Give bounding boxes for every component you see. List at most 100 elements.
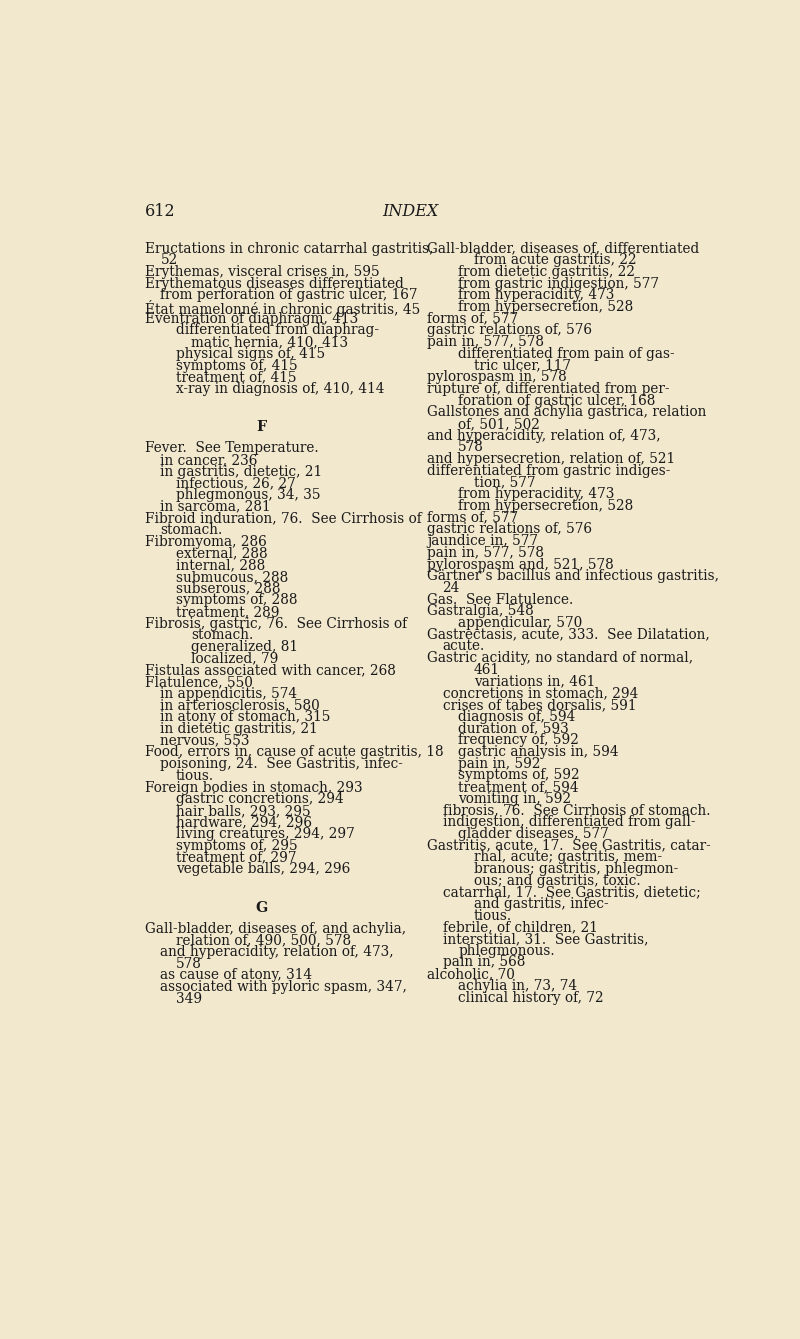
Text: gastric relations of, 576: gastric relations of, 576 [427, 324, 592, 337]
Text: Erythemas, visceral crises in, 595: Erythemas, visceral crises in, 595 [145, 265, 379, 279]
Text: État mamelonné in chronic gastritis, 45: État mamelonné in chronic gastritis, 45 [145, 300, 420, 317]
Text: symptoms of, 288: symptoms of, 288 [176, 593, 298, 608]
Text: in sarcoma, 281: in sarcoma, 281 [161, 499, 271, 514]
Text: external, 288: external, 288 [176, 546, 267, 561]
Text: vomiting in, 592: vomiting in, 592 [458, 791, 571, 806]
Text: treatment of, 415: treatment of, 415 [176, 371, 297, 384]
Text: physical signs of, 415: physical signs of, 415 [176, 347, 325, 362]
Text: from gastric indigestion, 577: from gastric indigestion, 577 [458, 277, 659, 291]
Text: forms of, 577: forms of, 577 [427, 510, 518, 525]
Text: Eventration of diaphragm, 413: Eventration of diaphragm, 413 [145, 312, 358, 325]
Text: phlegmonous, 34, 35: phlegmonous, 34, 35 [176, 487, 321, 502]
Text: x-ray in diagnosis of, 410, 414: x-ray in diagnosis of, 410, 414 [176, 382, 385, 396]
Text: tious.: tious. [474, 909, 512, 923]
Text: hardware, 294, 296: hardware, 294, 296 [176, 815, 312, 830]
Text: Gärtner’s bacillus and infectious gastritis,: Gärtner’s bacillus and infectious gastri… [427, 569, 719, 584]
Text: Foreign bodies in stomach, 293: Foreign bodies in stomach, 293 [145, 781, 362, 794]
Text: Gas.  See Flatulence.: Gas. See Flatulence. [427, 593, 574, 607]
Text: from hyperacidity, 473: from hyperacidity, 473 [458, 487, 614, 501]
Text: nervous, 553: nervous, 553 [161, 734, 250, 747]
Text: branous; gastritis, phlegmon-: branous; gastritis, phlegmon- [474, 862, 678, 876]
Text: differentiated from gastric indiges-: differentiated from gastric indiges- [427, 463, 670, 478]
Text: Fibroid induration, 76.  See Cirrhosis of: Fibroid induration, 76. See Cirrhosis of [145, 511, 422, 525]
Text: in appendicitis, 574: in appendicitis, 574 [161, 687, 298, 700]
Text: pain in, 592: pain in, 592 [458, 757, 541, 770]
Text: vegetable balls, 294, 296: vegetable balls, 294, 296 [176, 862, 350, 877]
Text: in dietetic gastritis, 21: in dietetic gastritis, 21 [161, 722, 318, 736]
Text: and hypersecretion, relation of, 521: and hypersecretion, relation of, 521 [427, 453, 675, 466]
Text: gastric analysis in, 594: gastric analysis in, 594 [458, 744, 618, 759]
Text: in gastritis, dietetic, 21: in gastritis, dietetic, 21 [161, 465, 322, 478]
Text: 52: 52 [161, 253, 178, 268]
Text: and hyperacidity, relation of, 473,: and hyperacidity, relation of, 473, [427, 428, 661, 443]
Text: pain in, 577, 578: pain in, 577, 578 [427, 546, 544, 560]
Text: infectious, 26, 27: infectious, 26, 27 [176, 477, 296, 490]
Text: Gallstones and achylia gastrica, relation: Gallstones and achylia gastrica, relatio… [427, 406, 706, 419]
Text: Fibrosis, gastric, 76.  See Cirrhosis of: Fibrosis, gastric, 76. See Cirrhosis of [145, 617, 407, 631]
Text: symptoms of, 415: symptoms of, 415 [176, 359, 298, 372]
Text: Erythematous diseases differentiated: Erythematous diseases differentiated [145, 277, 404, 291]
Text: indigestion, differentiated from gall-: indigestion, differentiated from gall- [442, 815, 695, 829]
Text: pylorospasm in, 578: pylorospasm in, 578 [427, 371, 566, 384]
Text: and hyperacidity, relation of, 473,: and hyperacidity, relation of, 473, [161, 945, 394, 959]
Text: and gastritis, infec-: and gastritis, infec- [474, 897, 608, 911]
Text: associated with pyloric spasm, 347,: associated with pyloric spasm, 347, [161, 980, 407, 994]
Text: 578: 578 [176, 956, 202, 971]
Text: gastric concretions, 294: gastric concretions, 294 [176, 793, 344, 806]
Text: G: G [255, 901, 267, 915]
Text: tric ulcer, 117: tric ulcer, 117 [474, 359, 570, 372]
Text: Gastric acidity, no standard of normal,: Gastric acidity, no standard of normal, [427, 651, 693, 665]
Text: concretions in stomach, 294: concretions in stomach, 294 [442, 687, 638, 700]
Text: symptoms of, 592: symptoms of, 592 [458, 769, 580, 782]
Text: achylia in, 73, 74: achylia in, 73, 74 [458, 979, 577, 994]
Text: 349: 349 [176, 992, 202, 1006]
Text: as cause of atony, 314: as cause of atony, 314 [161, 968, 313, 983]
Text: pylorospasm and, 521, 578: pylorospasm and, 521, 578 [427, 557, 614, 572]
Text: acute.: acute. [442, 640, 485, 653]
Text: treatment, 289: treatment, 289 [176, 605, 279, 619]
Text: Fistulas associated with cancer, 268: Fistulas associated with cancer, 268 [145, 664, 396, 678]
Text: tious.: tious. [176, 769, 214, 783]
Text: symptoms of, 295: symptoms of, 295 [176, 840, 298, 853]
Text: fibrosis, 76.  See Cirrhosis of stomach.: fibrosis, 76. See Cirrhosis of stomach. [442, 803, 710, 817]
Text: Gastralgia, 548: Gastralgia, 548 [427, 604, 534, 619]
Text: Gall-bladder, diseases of, and achylia,: Gall-bladder, diseases of, and achylia, [145, 921, 406, 936]
Text: clinical history of, 72: clinical history of, 72 [458, 991, 604, 1004]
Text: Gall-bladder, diseases of, differentiated: Gall-bladder, diseases of, differentiate… [427, 241, 699, 256]
Text: appendicular, 570: appendicular, 570 [458, 616, 582, 631]
Text: rhal, acute; gastritis, mem-: rhal, acute; gastritis, mem- [474, 850, 662, 864]
Text: 612: 612 [145, 204, 175, 220]
Text: Flatulence, 550: Flatulence, 550 [145, 675, 253, 690]
Text: matic hernia, 410, 413: matic hernia, 410, 413 [191, 335, 349, 349]
Text: stomach.: stomach. [191, 628, 254, 643]
Text: catarrhal, 17.  See Gastritis, dietetic;: catarrhal, 17. See Gastritis, dietetic; [442, 885, 700, 900]
Text: Fever.  See Temperature.: Fever. See Temperature. [145, 441, 318, 455]
Text: INDEX: INDEX [382, 204, 438, 220]
Text: crises of tabes dorsalis, 591: crises of tabes dorsalis, 591 [442, 698, 636, 712]
Text: living creatures, 294, 297: living creatures, 294, 297 [176, 828, 354, 841]
Text: treatment of, 297: treatment of, 297 [176, 850, 297, 865]
Text: from hypersecretion, 528: from hypersecretion, 528 [458, 499, 634, 513]
Text: duration of, 593: duration of, 593 [458, 722, 569, 735]
Text: rupture of, differentiated from per-: rupture of, differentiated from per- [427, 382, 670, 396]
Text: localized, 79: localized, 79 [191, 652, 279, 665]
Text: from hypersecretion, 528: from hypersecretion, 528 [458, 300, 634, 315]
Text: from hyperacidity, 473: from hyperacidity, 473 [458, 288, 614, 303]
Text: in atony of stomach, 315: in atony of stomach, 315 [161, 710, 331, 724]
Text: 24: 24 [442, 581, 460, 595]
Text: in arteriosclerosis, 580: in arteriosclerosis, 580 [161, 699, 320, 712]
Text: hair balls, 293, 295: hair balls, 293, 295 [176, 803, 310, 818]
Text: treatment of, 594: treatment of, 594 [458, 779, 578, 794]
Text: from dietetic gastritis, 22: from dietetic gastritis, 22 [458, 265, 635, 279]
Text: differentiated from pain of gas-: differentiated from pain of gas- [458, 347, 674, 362]
Text: frequency of, 592: frequency of, 592 [458, 732, 579, 747]
Text: foration of gastric ulcer, 168: foration of gastric ulcer, 168 [458, 394, 655, 407]
Text: of, 501, 502: of, 501, 502 [458, 416, 540, 431]
Text: Eructations in chronic catarrhal gastritis,: Eructations in chronic catarrhal gastrit… [145, 241, 434, 256]
Text: in cancer, 236: in cancer, 236 [161, 453, 258, 467]
Text: Food, errors in, cause of acute gastritis, 18: Food, errors in, cause of acute gastriti… [145, 746, 443, 759]
Text: generalized, 81: generalized, 81 [191, 640, 298, 653]
Text: internal, 288: internal, 288 [176, 558, 266, 572]
Text: pain in, 568: pain in, 568 [442, 956, 525, 969]
Text: differentiated from diaphrag-: differentiated from diaphrag- [176, 324, 379, 337]
